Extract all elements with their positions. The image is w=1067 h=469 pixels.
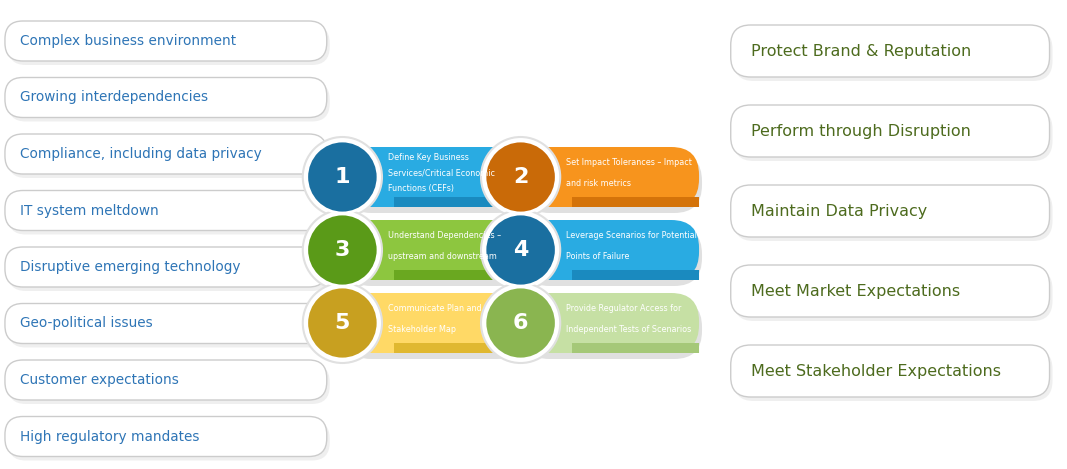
Text: 5: 5 (335, 313, 350, 333)
Text: IT system meltdown: IT system meltdown (20, 204, 159, 218)
FancyBboxPatch shape (5, 134, 327, 174)
FancyBboxPatch shape (734, 189, 1052, 241)
FancyBboxPatch shape (394, 343, 521, 353)
Bar (572, 270, 699, 280)
Text: upstream and downstream: upstream and downstream (388, 252, 497, 261)
FancyBboxPatch shape (731, 185, 1050, 237)
Text: Compliance, including data privacy: Compliance, including data privacy (20, 147, 261, 161)
Text: Meet Market Expectations: Meet Market Expectations (750, 283, 959, 298)
Text: Customer expectations: Customer expectations (20, 373, 178, 387)
Text: Growing interdependencies: Growing interdependencies (20, 91, 208, 105)
FancyBboxPatch shape (731, 265, 1050, 317)
FancyBboxPatch shape (572, 343, 699, 353)
Bar (394, 270, 521, 280)
Text: and risk metrics: and risk metrics (567, 179, 632, 188)
Text: Set Impact Tolerances – Impact: Set Impact Tolerances – Impact (567, 158, 692, 167)
Text: Communicate Plan and: Communicate Plan and (388, 304, 481, 313)
FancyBboxPatch shape (340, 220, 521, 280)
Text: 1: 1 (335, 167, 350, 187)
Circle shape (485, 214, 556, 286)
FancyBboxPatch shape (5, 416, 327, 456)
FancyBboxPatch shape (340, 147, 521, 207)
FancyBboxPatch shape (5, 360, 327, 400)
FancyBboxPatch shape (7, 421, 330, 461)
FancyBboxPatch shape (519, 293, 699, 353)
Bar (394, 197, 521, 207)
FancyBboxPatch shape (394, 270, 521, 280)
FancyBboxPatch shape (344, 153, 524, 213)
Circle shape (481, 210, 560, 290)
FancyBboxPatch shape (734, 29, 1052, 81)
Text: Functions (CEFs): Functions (CEFs) (388, 184, 453, 193)
FancyBboxPatch shape (519, 220, 699, 280)
FancyBboxPatch shape (394, 197, 521, 207)
Circle shape (485, 287, 556, 359)
FancyBboxPatch shape (522, 153, 702, 213)
FancyBboxPatch shape (522, 226, 702, 286)
FancyBboxPatch shape (7, 308, 330, 348)
Bar (572, 343, 699, 353)
FancyBboxPatch shape (5, 21, 327, 61)
Text: Meet Stakeholder Expectations: Meet Stakeholder Expectations (750, 363, 1001, 378)
FancyBboxPatch shape (734, 109, 1052, 161)
Text: 4: 4 (513, 240, 528, 260)
FancyBboxPatch shape (7, 195, 330, 234)
FancyBboxPatch shape (5, 247, 327, 287)
Text: Stakeholder Map: Stakeholder Map (388, 325, 456, 334)
FancyBboxPatch shape (519, 147, 699, 207)
Text: Define Key Business: Define Key Business (388, 153, 468, 162)
Text: 3: 3 (335, 240, 350, 260)
Circle shape (306, 141, 378, 213)
Text: Complex business environment: Complex business environment (20, 34, 236, 48)
Text: Leverage Scenarios for Potential: Leverage Scenarios for Potential (567, 231, 697, 240)
FancyBboxPatch shape (5, 190, 327, 230)
FancyBboxPatch shape (344, 226, 524, 286)
FancyBboxPatch shape (572, 270, 699, 280)
Bar (394, 343, 521, 353)
Circle shape (303, 137, 382, 217)
FancyBboxPatch shape (731, 105, 1050, 157)
FancyBboxPatch shape (731, 25, 1050, 77)
Circle shape (303, 283, 382, 363)
FancyBboxPatch shape (522, 299, 702, 359)
Text: Disruptive emerging technology: Disruptive emerging technology (20, 260, 240, 274)
FancyBboxPatch shape (734, 269, 1052, 321)
Text: Services/Critical Economic: Services/Critical Economic (388, 168, 495, 177)
Text: Points of Failure: Points of Failure (567, 252, 630, 261)
FancyBboxPatch shape (5, 303, 327, 343)
Circle shape (306, 214, 378, 286)
FancyBboxPatch shape (572, 197, 699, 207)
Text: 6: 6 (513, 313, 528, 333)
FancyBboxPatch shape (7, 138, 330, 178)
Text: 2: 2 (513, 167, 528, 187)
FancyBboxPatch shape (344, 299, 524, 359)
Bar (572, 197, 699, 207)
FancyBboxPatch shape (7, 25, 330, 65)
Circle shape (306, 287, 378, 359)
Text: Independent Tests of Scenarios: Independent Tests of Scenarios (567, 325, 691, 334)
FancyBboxPatch shape (5, 77, 327, 118)
Text: Maintain Data Privacy: Maintain Data Privacy (750, 204, 927, 219)
FancyBboxPatch shape (734, 349, 1052, 401)
FancyBboxPatch shape (340, 293, 521, 353)
Circle shape (481, 137, 560, 217)
Circle shape (303, 210, 382, 290)
FancyBboxPatch shape (7, 82, 330, 121)
Circle shape (485, 141, 556, 213)
Text: Protect Brand & Reputation: Protect Brand & Reputation (750, 44, 971, 59)
FancyBboxPatch shape (7, 364, 330, 404)
FancyBboxPatch shape (7, 251, 330, 291)
Text: Provide Regulator Access for: Provide Regulator Access for (567, 304, 682, 313)
Text: High regulatory mandates: High regulatory mandates (20, 430, 200, 444)
FancyBboxPatch shape (731, 345, 1050, 397)
Text: Perform through Disruption: Perform through Disruption (750, 123, 970, 138)
Circle shape (481, 283, 560, 363)
Text: Understand Dependencies –: Understand Dependencies – (388, 231, 501, 240)
Text: Geo-political issues: Geo-political issues (20, 317, 153, 331)
